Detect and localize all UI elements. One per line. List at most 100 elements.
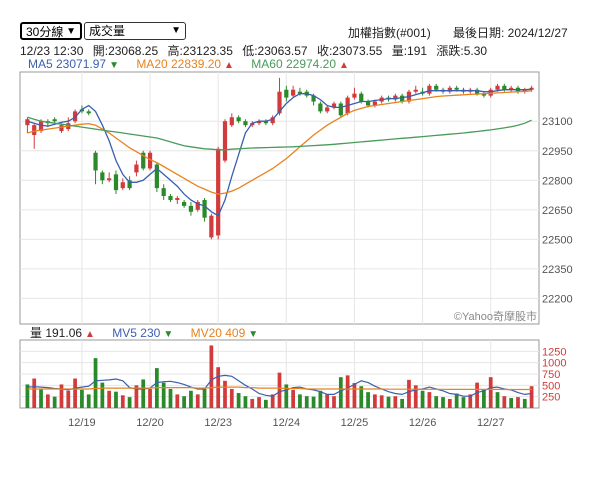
- candle: [134, 160, 139, 177]
- volume-bar: [482, 388, 486, 408]
- volume-bar: [229, 388, 234, 408]
- volume-bar: [441, 397, 445, 408]
- candle-body: [236, 117, 241, 122]
- volume-bar: [189, 390, 193, 408]
- candle: [127, 176, 132, 191]
- volume-bar: [407, 379, 411, 408]
- candle: [66, 117, 71, 132]
- volume-bar: [250, 398, 255, 408]
- candle: [188, 201, 194, 216]
- candle-body: [359, 93, 364, 102]
- candle: [141, 150, 146, 171]
- candle-body: [502, 85, 507, 90]
- volume-bar: [277, 372, 282, 408]
- candle-body: [113, 174, 119, 191]
- volume-bar: [325, 394, 330, 408]
- candle: [284, 85, 289, 102]
- candle: [270, 115, 275, 126]
- candle-body: [393, 95, 398, 100]
- price-tick-label: 22950: [542, 146, 573, 158]
- mv20-line: [27, 386, 532, 391]
- volume-tick-label: 250: [542, 392, 560, 404]
- ma60-legend: MA60 22974.20: [251, 57, 337, 71]
- watermark: ©Yahoo奇摩股市: [454, 309, 537, 323]
- ma-legend: MA5 23071.97 ▼ MA20 22839.20 ▲ MA60 22974.…: [28, 57, 363, 71]
- candle: [107, 172, 112, 183]
- mv5-legend: MV5 230: [112, 326, 161, 340]
- time-axis-labels: 12/19 12/20 12/23 12/24 12/25 12/26 12/27: [68, 417, 504, 429]
- triangle-up-icon: ▲: [339, 60, 349, 71]
- triangle-down-icon: ▼: [248, 329, 259, 340]
- volume-bar: [311, 396, 316, 408]
- candle-body: [434, 85, 439, 90]
- quote-volume: 量:191: [391, 44, 428, 58]
- candle: [72, 109, 78, 124]
- candle: [413, 85, 418, 94]
- candle-body: [372, 101, 377, 106]
- candle: [100, 170, 105, 185]
- chevron-down-icon: ▼: [66, 26, 76, 37]
- volume-bar: [107, 390, 112, 408]
- quote-line: 12/23 12:30 開:23068.25 高:23123.35 低:2306…: [20, 42, 487, 59]
- candle-body: [134, 164, 139, 173]
- candle-body: [284, 89, 289, 98]
- mv-lines: [27, 374, 532, 397]
- price-tick-label: 22800: [542, 175, 573, 187]
- volume-bar: [427, 392, 432, 408]
- candle: [120, 178, 125, 191]
- volume-bar: [148, 388, 152, 408]
- volume-bar: [386, 396, 391, 408]
- volume-bar: [134, 385, 139, 408]
- candle-body: [297, 91, 303, 94]
- candle: [481, 91, 487, 98]
- volume-bar: [413, 385, 418, 408]
- volume-bar: [488, 377, 493, 408]
- indicator-select[interactable]: 成交量 ▼: [84, 22, 186, 40]
- candle: [161, 184, 166, 200]
- volume-bar: [45, 394, 50, 408]
- volume-bar: [73, 378, 77, 408]
- candle-body: [72, 111, 78, 122]
- quote-time: 12/23 12:30: [20, 44, 84, 58]
- candle: [32, 123, 37, 149]
- volume-bar: [209, 345, 214, 408]
- volume-bar: [168, 388, 173, 408]
- volume-bar: [461, 397, 466, 408]
- candle-body: [229, 117, 234, 126]
- volume-bar: [120, 395, 125, 408]
- candle-body: [100, 172, 105, 181]
- candle-body: [256, 121, 262, 124]
- volume-bar: [332, 396, 336, 408]
- price-panel-frame: [19, 71, 540, 325]
- candle-body: [120, 182, 125, 189]
- ma5-line: [27, 88, 532, 217]
- candle-body: [202, 199, 207, 218]
- volume-bar: [420, 390, 425, 408]
- ma5-legend: MA5 23071.97: [28, 57, 107, 71]
- volume-bar: [100, 382, 105, 408]
- candle: [529, 85, 534, 92]
- mv5-line: [27, 374, 532, 397]
- price-tick-label: 22650: [542, 205, 573, 217]
- candle: [25, 117, 30, 134]
- volume-bar: [114, 391, 118, 408]
- candle-body: [481, 93, 487, 96]
- time-tick-label: 12/25: [341, 417, 369, 429]
- volume-tick-label: 1250: [542, 346, 566, 358]
- candle: [291, 85, 296, 98]
- volume-bar: [379, 395, 384, 408]
- mv20-legend: MV20 409: [190, 326, 246, 340]
- volume-bar: [25, 384, 30, 408]
- candle-body: [331, 103, 337, 108]
- volume-tick-label: 500: [542, 380, 560, 392]
- volume-bar: [495, 392, 500, 408]
- volume-tick-label: 750: [542, 369, 560, 381]
- period-select[interactable]: 30分線 ▼: [20, 22, 82, 40]
- volume-legend-value: 量 191.06: [30, 326, 83, 340]
- candle-body: [529, 87, 534, 90]
- triangle-down-icon: ▼: [109, 60, 119, 71]
- price-tick-label: 22200: [542, 293, 573, 305]
- candle: [318, 101, 323, 114]
- candle: [195, 199, 200, 212]
